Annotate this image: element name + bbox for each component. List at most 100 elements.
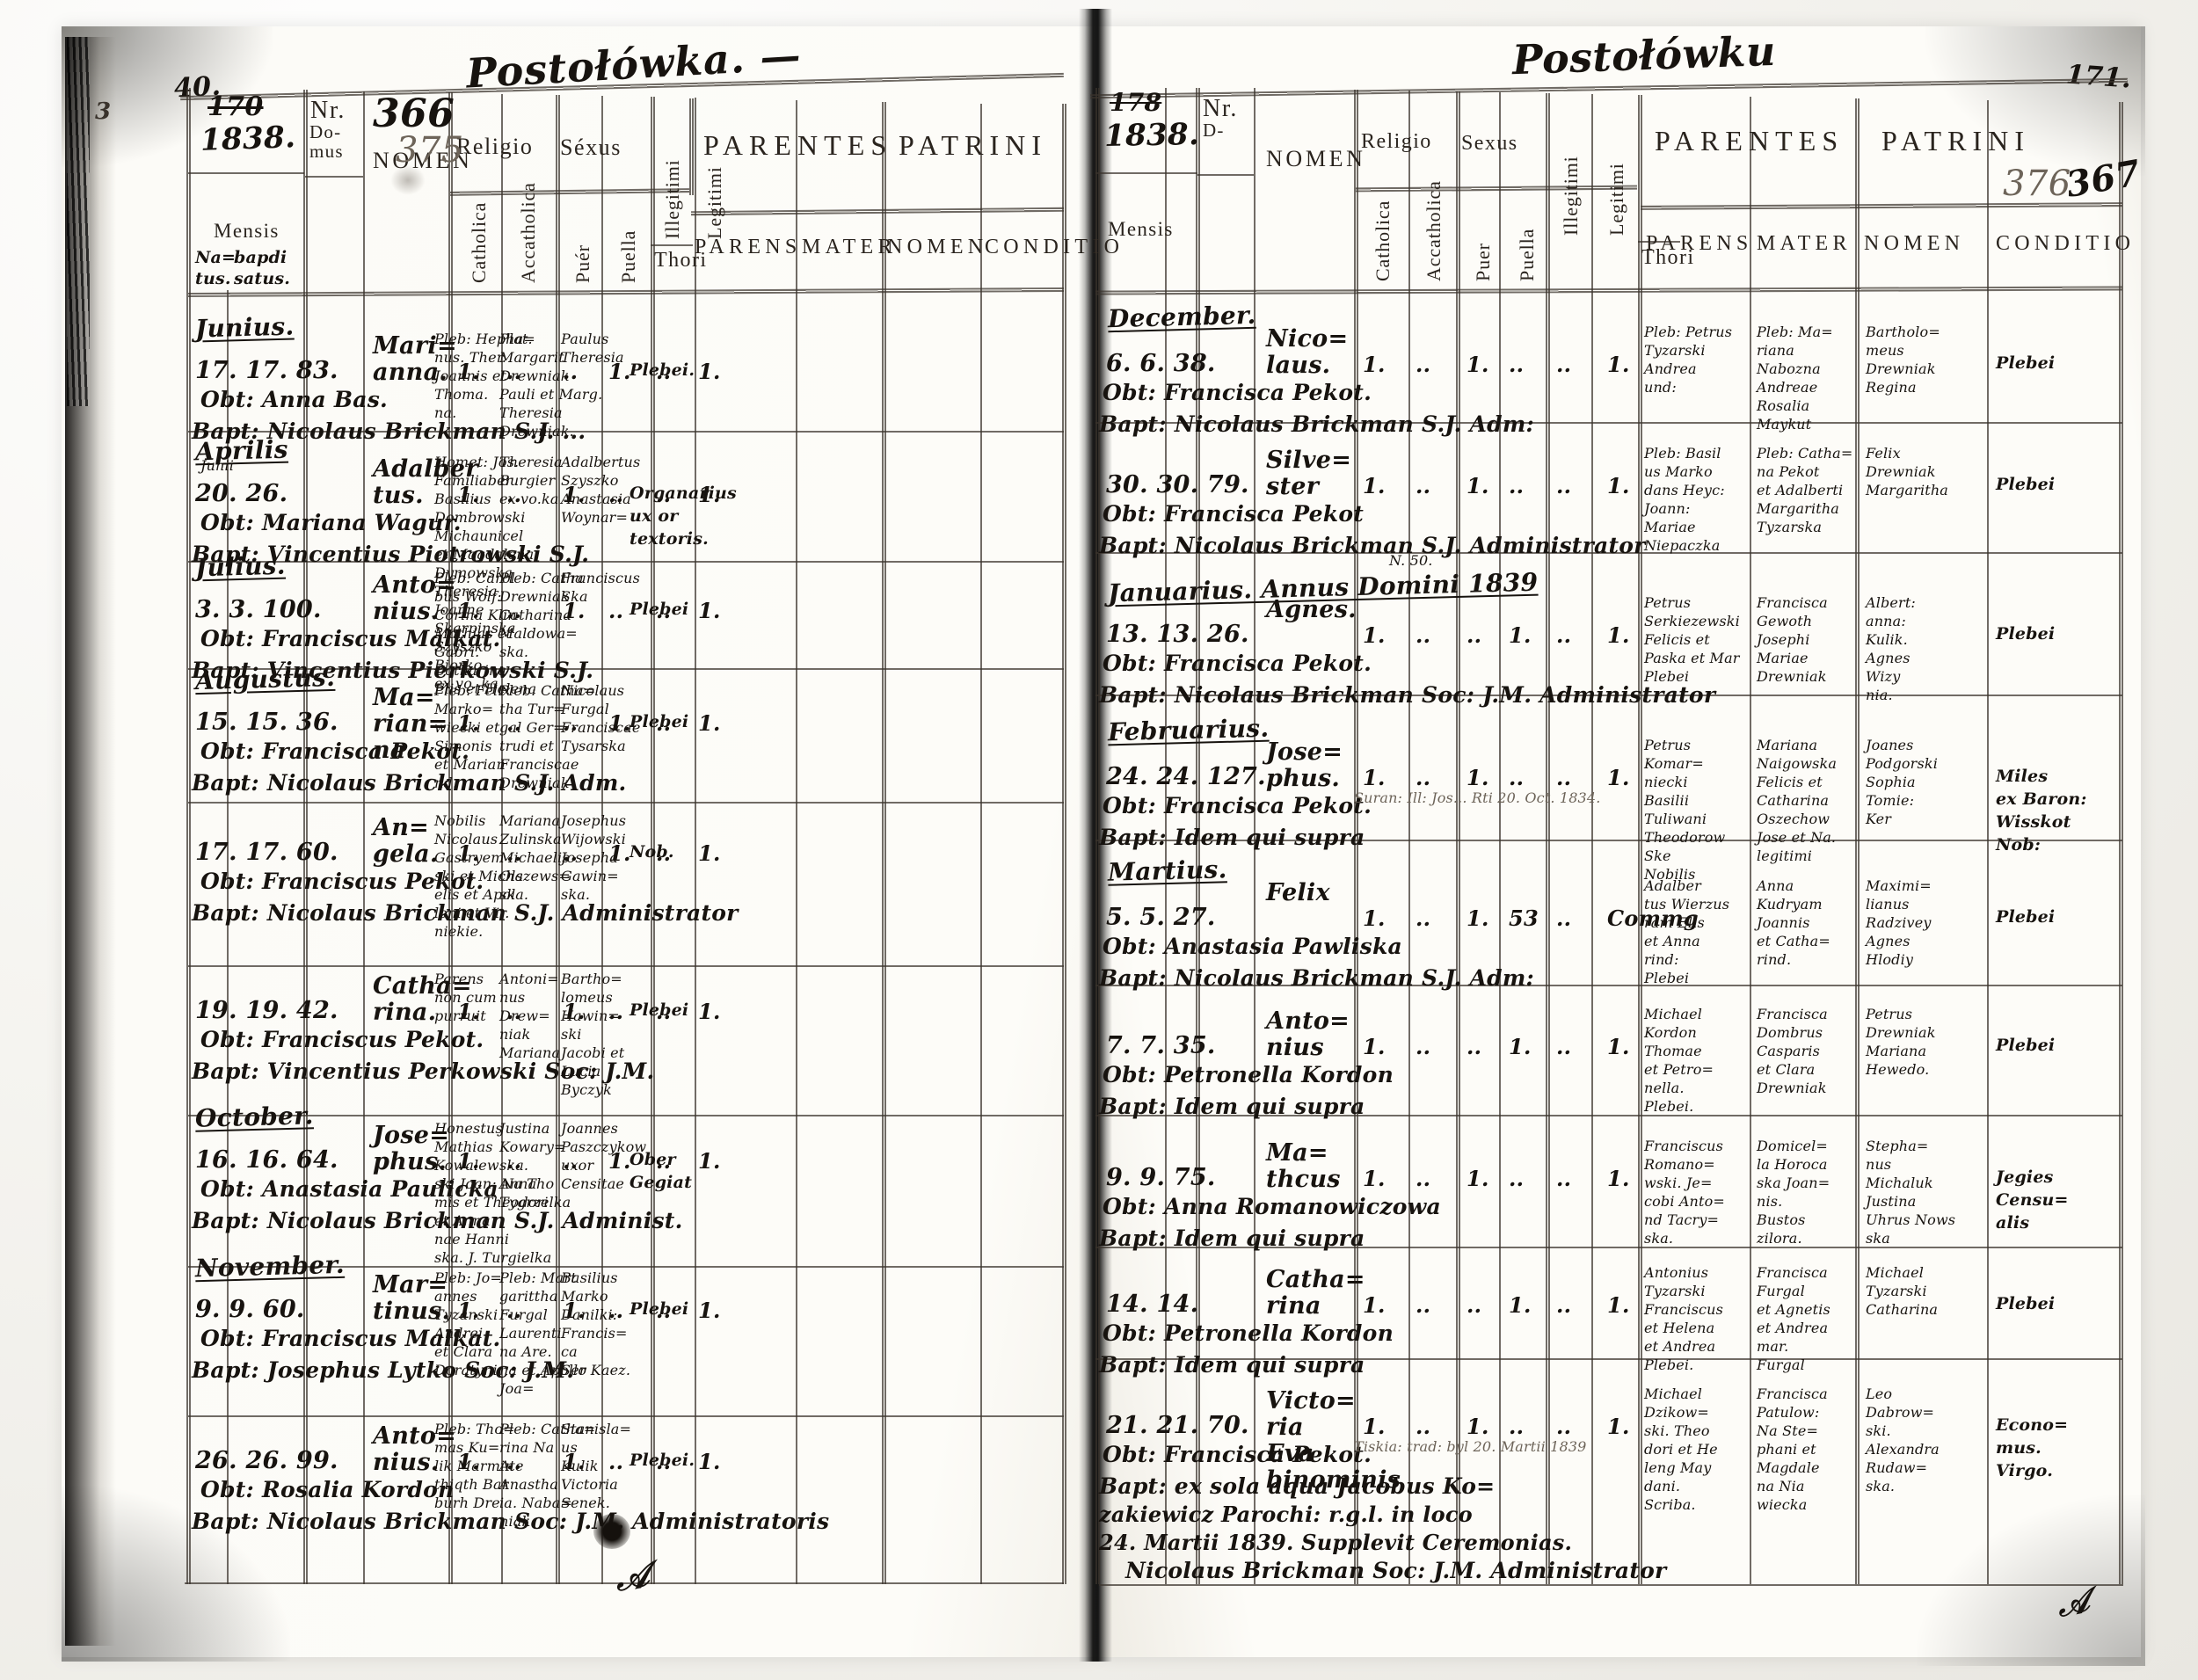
entry-father: Joannis et [434,367,507,384]
entry-father: Corina Klin [434,607,517,623]
entry-dates: 26. 26. 99. [195,1447,338,1474]
entry-father: Adalber [1644,877,1701,894]
entry-mother: ia. Naba= [499,1495,572,1511]
entry-mother: Margaritha [1757,500,1839,517]
entry-mother: garittha [499,1288,558,1305]
entry-extra-line: zakiewicz Parochi: r.g.l. in loco [1099,1502,1473,1527]
entry-baptizer: Bapt: Nicolaus Brickman S.J. Adm: [1099,965,1535,991]
right-table-bottom-rule [1099,1584,2123,1586]
entry-tally-mark: .. [506,359,522,384]
entry-father: et Clara [434,1343,493,1360]
entry-tally-mark: 1. [1607,1414,1630,1439]
entry-mother: ska. [499,1157,529,1174]
entry-mother: et Clara [1757,1061,1816,1078]
entry-father: Michaunicel [434,527,524,544]
entry-father: Dymowska [434,564,513,581]
entry-mother: phani et [1757,1441,1816,1458]
right-nr-domus-line2: D- [1203,120,1225,141]
right-page: 171. Postołówku Nr. D- NOMEN Religio Sex… [1090,0,2198,1680]
entry-baptizer: Bapt: Idem qui supra [1099,825,1365,850]
entry-godparent: uxor [561,1157,594,1174]
entry-baptizer: Bapt: Idem qui supra [1099,1225,1365,1251]
entry-baptizer: Bapt: Nicolaus Brickman S.J. Adm. [192,770,627,796]
entry-godparent: Catharina [1866,1301,1939,1318]
entry-dates: 7. 7. 35. [1106,1032,1216,1059]
entry-father: Pleb: Carol [434,570,516,586]
entry-godparent: ska. [1866,1478,1896,1495]
entry-father: nus. Ther. [434,349,507,366]
entry-tally-mark: 1. [1467,905,1489,931]
entry-mother: Burgier [499,472,556,489]
right-accatholica-label: Accatholica [1423,180,1445,281]
entry-godparent: Albert: [1866,594,1916,611]
entry-tally-mark: 1. [698,840,721,866]
entry-mother: trudi et [499,738,555,754]
entry-tally-mark: .. [1556,473,1572,498]
right-nr-domus-line1: Nr. [1203,95,1239,122]
left-mensis-natus: Na= [195,248,237,267]
entry-month: November. [194,1249,346,1284]
right-rule-0 [1095,88,1100,1584]
entry-tally-mark: Commg [1607,905,1699,931]
entry-tally-mark: .. [506,482,522,507]
entry-child-name: Jose= [1266,738,1343,766]
entry-godparent: Leo [1866,1385,1893,1402]
left-nr-domus-line3: mus [309,141,344,162]
entry-father: Plebei. [1644,1356,1694,1373]
entry-godparent: Byczyk [561,1081,612,1098]
entry-tally-mark: 1. [457,482,480,507]
entry-mother: Ate [499,1458,524,1474]
entry-mother: Bustos [1757,1211,1806,1228]
entry-mother: Dombrus [1757,1024,1823,1041]
entry-tally-mark: 1. [457,840,480,866]
entry-father: non cum [434,989,497,1006]
entry-conditio: Nob: [1996,835,2042,855]
entry-godparent: Basilius [561,1269,618,1286]
entry-mother: tha Tur= [499,701,565,717]
entry-godparent: Francis= [561,1325,628,1342]
entry-mother: Drewniak. [499,423,574,440]
right-sexus-header: Sexus [1461,132,1518,155]
entry-tally-mark: 1. [1363,765,1386,790]
entry-father: Basilius [434,491,491,507]
entry-dates: 9. 9. 75. [1106,1164,1216,1191]
right-rule-2 [1196,88,1200,1584]
left-ink-blot [593,1514,630,1549]
entry-tally-mark: .. [656,999,672,1024]
right-rule-9 [1591,94,1593,1584]
entry-baptizer: Bapt: Vincentius Pierkowski S.J. [192,658,594,683]
entry-conditio: Gegiat [630,1173,693,1192]
entry-dates: 17. 17. 60. [195,839,338,866]
entry-baptizer: Bapt: Nicolaus Brickman Soc: J.M. Admini… [1099,682,1716,708]
entry-mother: Francisca [1757,1006,1828,1022]
entry-child-name: Ma= [1266,1139,1328,1167]
entry-mother: Casparis [1757,1043,1821,1059]
entry-godparent: Bartho= [561,971,622,987]
left-row-sep-3 [188,668,1064,670]
entry-father: dori et He [1644,1441,1718,1458]
entry-father: Theodorow [1644,829,1726,846]
entry-tally-mark: 1. [563,1298,586,1323]
entry-father: et Marian [434,756,506,773]
left-year-crossed: 170 [207,91,264,122]
entry-godparent: nus [1866,1156,1892,1173]
entry-godparent: Furgal [561,701,609,717]
entry-godparent: Victoria [561,1476,618,1493]
entry-mother: Drewniak [499,367,570,384]
right-rule-1 [1165,88,1167,1584]
entry-obstetrix: Obt: Anastasia Paulicka [200,1176,499,1202]
right-puer-label: Puer [1472,243,1494,281]
right-row-sep-2 [1095,552,2122,554]
entry-tally-mark: .. [506,1449,522,1474]
right-row-sep-4 [1095,840,2122,841]
entry-tally-mark: .. [563,359,579,384]
entry-godparent: ski [561,1026,582,1043]
right-patrini-nomen-header: NOMEN [1864,232,1965,255]
entry-father: thiqth Bar [434,1476,509,1493]
left-rule-9 [695,98,696,1584]
entry-father: Pleb: Jo= [434,1269,502,1286]
entry-mother: Andreae [1757,379,1818,396]
entry-child-name: An= [373,814,430,841]
entry-godparent: Marko [561,1288,608,1305]
entry-child-name: anna. [373,359,448,386]
